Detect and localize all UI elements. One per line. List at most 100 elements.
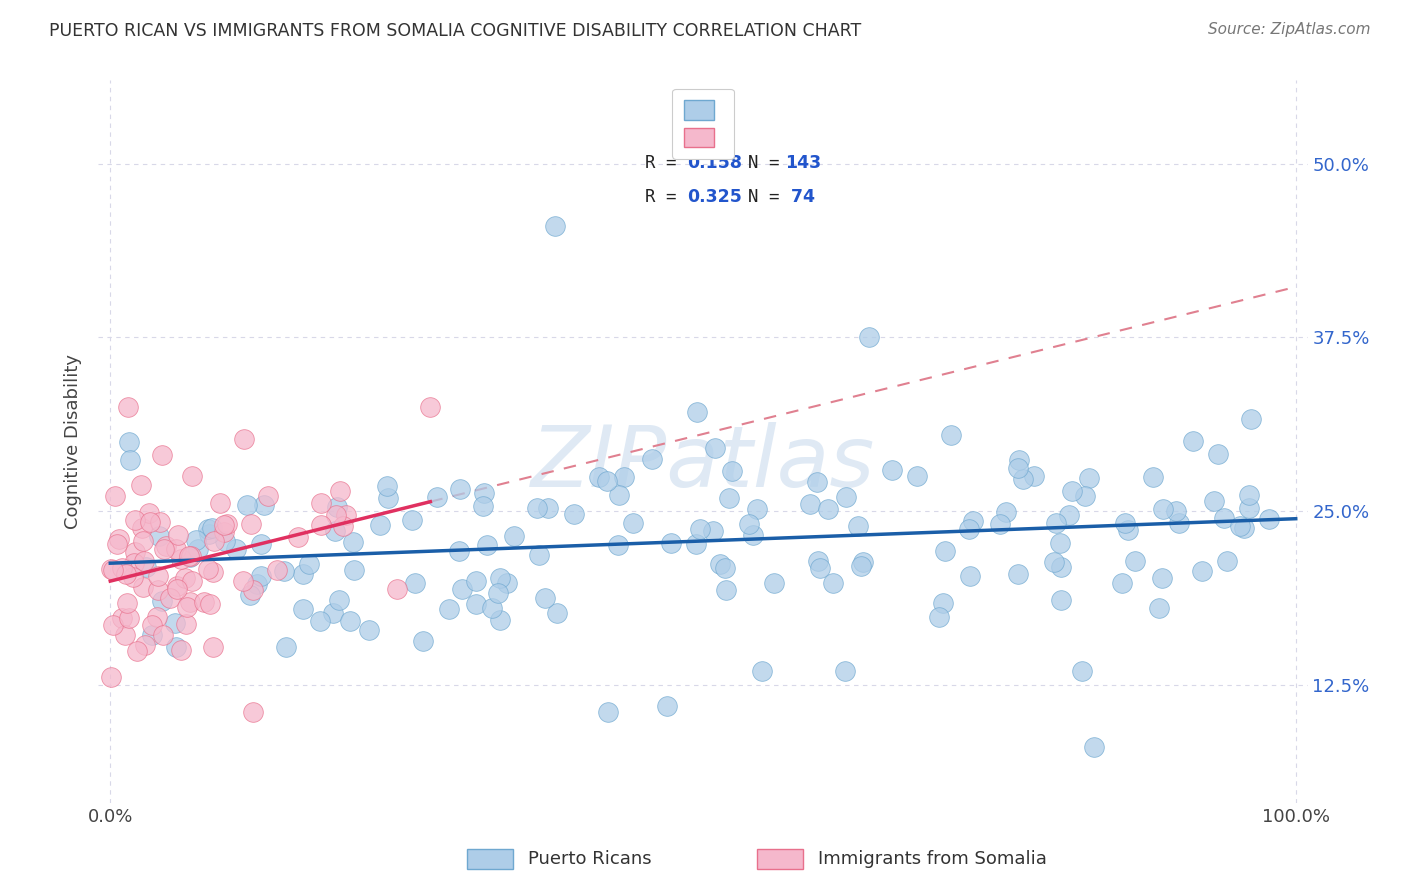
Point	[146, 568, 169, 582]
Point	[1007, 460, 1029, 475]
Point	[208, 495, 231, 509]
Point	[596, 474, 619, 488]
Point	[957, 522, 980, 536]
Point	[1074, 490, 1097, 504]
Point	[686, 405, 709, 419]
Point	[117, 596, 139, 610]
Point	[704, 441, 727, 455]
Point	[1078, 471, 1101, 485]
Point	[401, 513, 423, 527]
Point	[197, 527, 219, 541]
Point	[111, 561, 134, 575]
Point	[124, 545, 146, 559]
Point	[141, 628, 163, 642]
Point	[198, 597, 221, 611]
Point	[200, 521, 222, 535]
Point	[835, 490, 858, 504]
Point	[134, 638, 156, 652]
Point	[309, 518, 332, 533]
Text: Source: ZipAtlas.com: Source: ZipAtlas.com	[1208, 22, 1371, 37]
Point	[1050, 592, 1073, 607]
Point	[834, 664, 856, 678]
Point	[146, 609, 169, 624]
Point	[472, 499, 495, 513]
Point	[236, 498, 259, 512]
Point	[215, 516, 238, 531]
Point	[159, 591, 181, 606]
Point	[546, 606, 568, 620]
Point	[858, 330, 880, 344]
Point	[139, 515, 162, 529]
Point	[309, 496, 332, 510]
Point	[1182, 434, 1205, 449]
Point	[135, 560, 157, 574]
Point	[225, 542, 247, 557]
Point	[125, 644, 148, 658]
Point	[184, 533, 207, 548]
Point	[212, 524, 235, 539]
Point	[385, 582, 408, 597]
Point	[122, 556, 145, 570]
Point	[1257, 511, 1279, 525]
Point	[527, 548, 550, 562]
Text: N =: N =	[748, 187, 790, 205]
Point	[212, 518, 235, 533]
Point	[187, 541, 209, 556]
Point	[526, 500, 548, 515]
Point	[309, 614, 332, 628]
Point	[1008, 452, 1031, 467]
Text: 74: 74	[785, 187, 815, 205]
Point	[253, 498, 276, 512]
Point	[718, 491, 741, 505]
Point	[486, 586, 509, 600]
Point	[716, 582, 738, 597]
Point	[880, 462, 903, 476]
Point	[544, 219, 567, 234]
Text: R =: R =	[645, 187, 688, 205]
Point	[934, 544, 956, 558]
Point	[117, 434, 139, 449]
Point	[131, 521, 153, 535]
Point	[181, 469, 204, 483]
Text: PUERTO RICAN VS IMMIGRANTS FROM SOMALIA COGNITIVE DISABILITY CORRELATION CHART: PUERTO RICAN VS IMMIGRANTS FROM SOMALIA …	[49, 22, 862, 40]
Point	[607, 488, 630, 502]
Point	[607, 538, 630, 552]
Point	[741, 527, 763, 541]
Point	[153, 542, 176, 557]
Point	[121, 570, 143, 584]
Point	[1152, 502, 1174, 516]
Point	[155, 539, 177, 553]
Point	[256, 489, 278, 503]
Point	[292, 601, 315, 615]
Point	[1147, 601, 1170, 615]
Point	[932, 596, 955, 610]
Point	[659, 536, 682, 550]
Point	[328, 592, 350, 607]
Point	[465, 574, 488, 588]
Point	[266, 563, 288, 577]
Point	[242, 583, 264, 598]
Point	[1237, 488, 1260, 502]
Point	[994, 505, 1017, 519]
Point	[342, 535, 364, 549]
Text: N =: N =	[748, 154, 790, 172]
Point	[1114, 516, 1136, 530]
Point	[489, 613, 512, 627]
Point	[437, 602, 460, 616]
Point	[100, 670, 122, 684]
Point	[329, 484, 352, 499]
Point	[846, 519, 869, 533]
Point	[404, 575, 426, 590]
Point	[177, 549, 200, 563]
Point	[232, 574, 254, 588]
Point	[214, 533, 236, 548]
Point	[1229, 518, 1251, 533]
Point	[129, 478, 152, 492]
Point	[165, 541, 187, 556]
Point	[709, 557, 731, 571]
Point	[412, 634, 434, 648]
Point	[817, 501, 839, 516]
Point	[419, 400, 441, 414]
Point	[152, 628, 174, 642]
Point	[1011, 471, 1033, 485]
